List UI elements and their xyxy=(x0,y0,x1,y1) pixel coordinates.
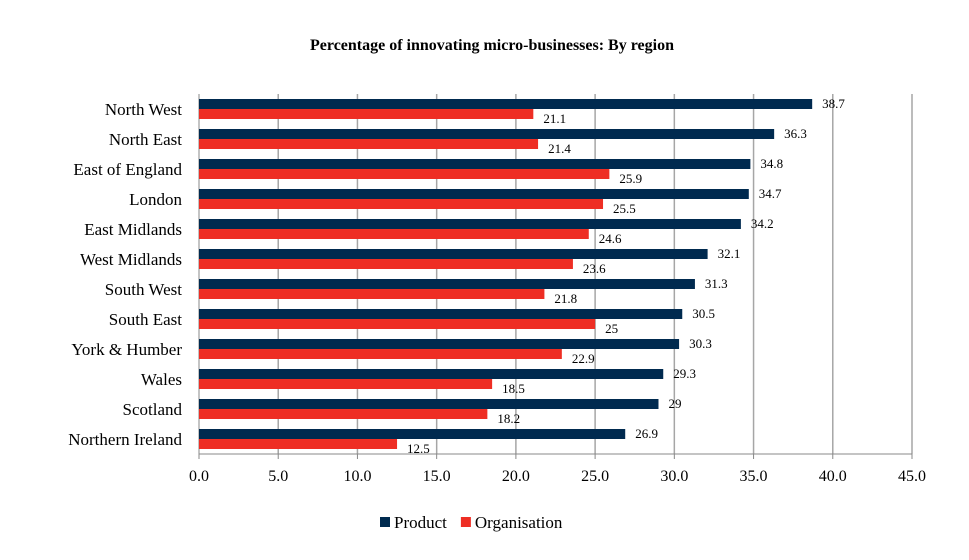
bar-product xyxy=(199,219,741,229)
x-tick-label: 15.0 xyxy=(423,468,451,485)
data-label-product: 36.3 xyxy=(784,126,807,141)
bar-organisation xyxy=(199,169,610,179)
x-tick-label: 20.0 xyxy=(502,468,530,485)
data-label-product: 32.1 xyxy=(718,246,741,261)
data-label-product: 38.7 xyxy=(822,96,845,111)
category-label: North West xyxy=(105,100,182,119)
category-label: North East xyxy=(109,130,182,149)
bar-product xyxy=(199,429,626,439)
category-label: York & Humber xyxy=(71,340,182,359)
bars: 38.7 21.1 36.3 21.4 34.8 25.9 34.7 25.5 34.2 24.6… xyxy=(199,96,845,456)
x-tick-label: 0.0 xyxy=(189,468,209,485)
data-label-product: 30.5 xyxy=(692,306,715,321)
category-label: West Midlands xyxy=(80,250,182,269)
bar-organisation xyxy=(199,379,493,389)
data-label-organisation: 12.5 xyxy=(407,441,430,456)
data-label-organisation: 21.4 xyxy=(548,141,571,156)
legend-label-product: Product xyxy=(394,513,447,532)
bar-organisation xyxy=(199,139,539,149)
data-label-product: 29.3 xyxy=(673,366,696,381)
data-label-product: 26.9 xyxy=(635,426,658,441)
x-tick-label: 30.0 xyxy=(660,468,688,485)
data-label-organisation: 25.5 xyxy=(613,201,636,216)
category-labels: North West North East East of England Londo… xyxy=(68,100,182,449)
data-label-organisation: 25 xyxy=(605,321,618,336)
data-label-organisation: 24.6 xyxy=(599,231,622,246)
data-label-product: 29 xyxy=(668,396,681,411)
data-label-organisation: 22.9 xyxy=(572,351,595,366)
bar-organisation xyxy=(199,409,488,419)
bar-product xyxy=(199,189,749,199)
bar-product xyxy=(199,339,680,349)
data-label-organisation: 25.9 xyxy=(619,171,642,186)
x-tick-label: 10.0 xyxy=(343,468,371,485)
bar-product xyxy=(199,129,775,139)
data-label-product: 30.3 xyxy=(689,336,712,351)
x-tick-label: 25.0 xyxy=(581,468,609,485)
chart-title: Percentage of innovating micro-businesse… xyxy=(310,37,674,54)
bar-product xyxy=(199,99,813,109)
x-tick-labels: 0.0 5.0 10.0 15.0 20.0 25.0 30.0 35.0 40.0 45.0 xyxy=(189,468,926,485)
category-label: Wales xyxy=(141,370,182,389)
x-tick-label: 35.0 xyxy=(740,468,768,485)
category-label: South West xyxy=(105,280,182,299)
legend-swatch-organisation xyxy=(460,517,471,527)
x-tick-label: 45.0 xyxy=(898,468,926,485)
category-label: London xyxy=(129,190,182,209)
category-label: East of England xyxy=(73,160,182,179)
category-label: East Midlands xyxy=(84,220,182,239)
data-label-organisation: 18.5 xyxy=(502,381,525,396)
data-label-product: 34.2 xyxy=(751,216,774,231)
bar-organisation xyxy=(199,199,604,209)
bar-organisation xyxy=(199,319,596,329)
data-label-organisation: 21.1 xyxy=(543,111,566,126)
legend-label-organisation: Organisation xyxy=(475,513,563,532)
category-label: Northern Ireland xyxy=(68,430,182,449)
data-label-product: 34.7 xyxy=(759,186,782,201)
bar-product xyxy=(199,369,664,379)
bar-product xyxy=(199,159,751,169)
bar-product xyxy=(199,279,695,289)
data-label-organisation: 18.2 xyxy=(497,411,520,426)
gridlines xyxy=(198,94,913,459)
data-label-product: 34.8 xyxy=(760,156,783,171)
bar-organisation xyxy=(199,349,562,359)
data-label-organisation: 21.8 xyxy=(554,291,577,306)
data-label-organisation: 23.6 xyxy=(583,261,606,276)
bar-product xyxy=(199,399,659,409)
bar-organisation xyxy=(199,109,534,119)
legend: Product Organisation xyxy=(380,513,563,532)
bar-organisation xyxy=(199,229,589,239)
bar-organisation xyxy=(199,259,573,269)
data-label-product: 31.3 xyxy=(705,276,728,291)
category-label: Scotland xyxy=(123,400,183,419)
category-label: South East xyxy=(109,310,182,329)
bar-product xyxy=(199,249,708,259)
bar-product xyxy=(199,309,683,319)
x-tick-label: 5.0 xyxy=(268,468,288,485)
x-tick-label: 40.0 xyxy=(819,468,847,485)
bar-organisation xyxy=(199,439,398,449)
bar-organisation xyxy=(199,289,545,299)
legend-swatch-product xyxy=(380,517,390,527)
